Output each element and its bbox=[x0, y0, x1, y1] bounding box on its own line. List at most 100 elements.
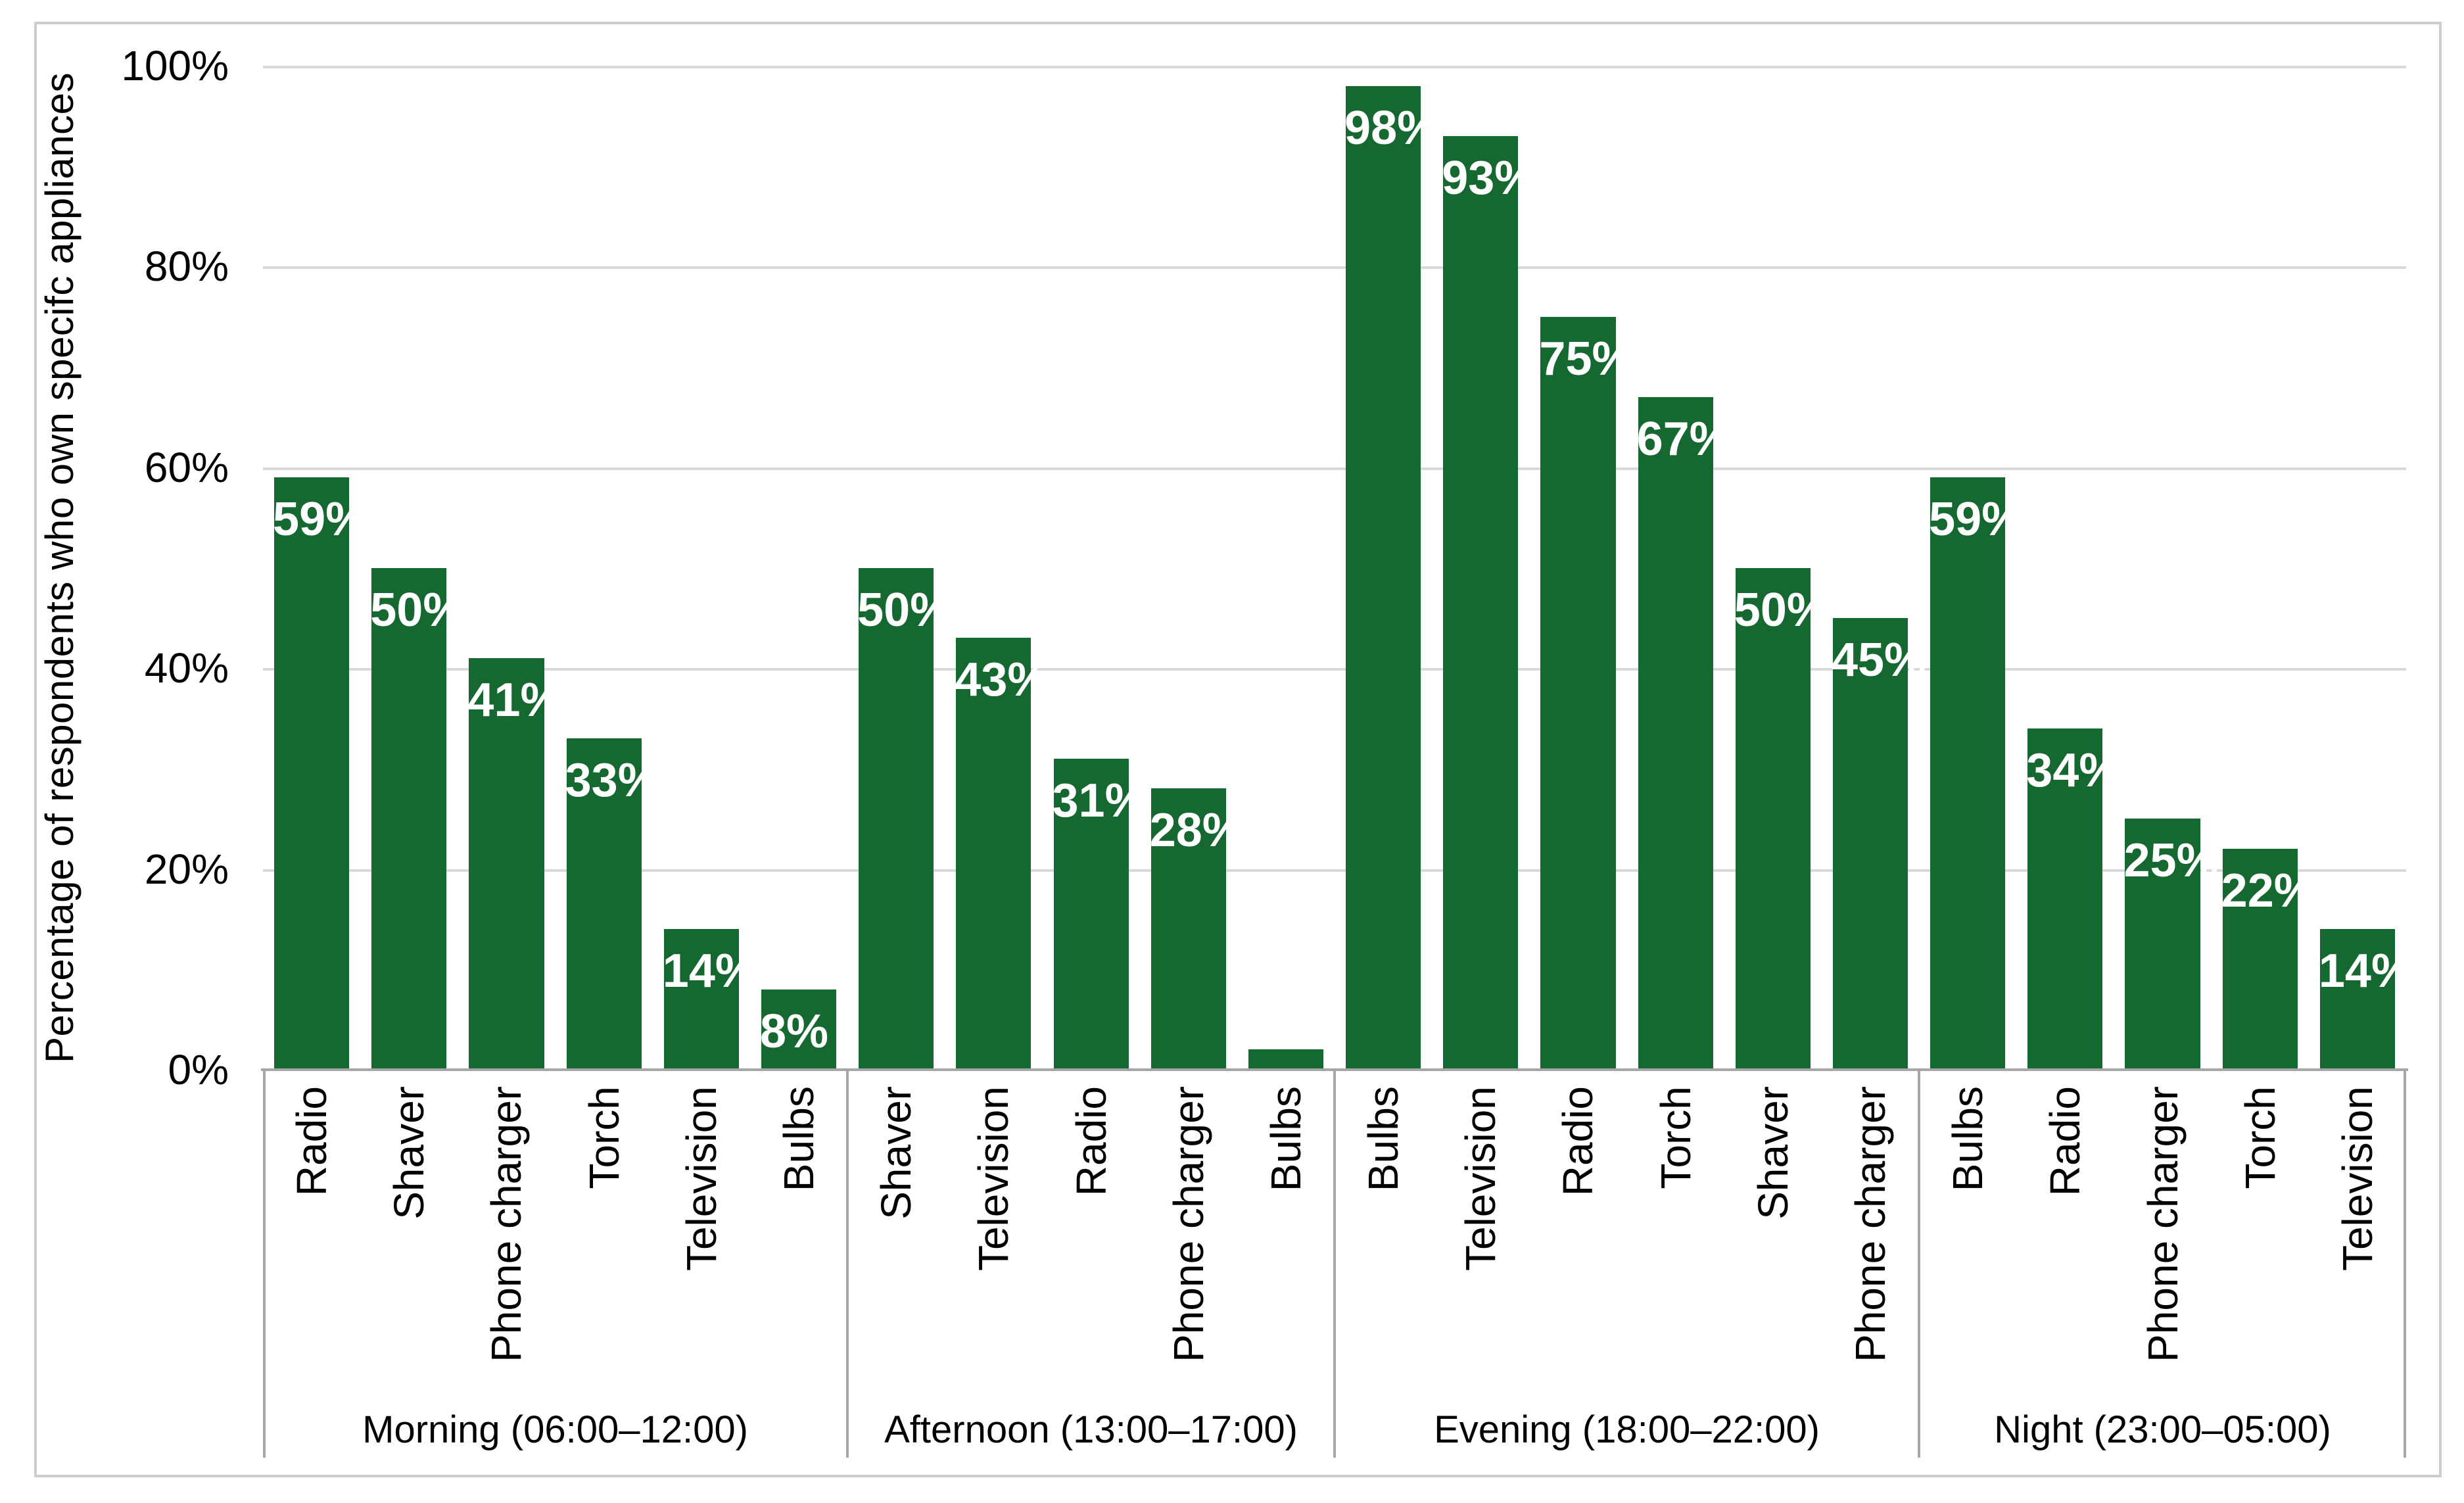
bar-shaver: 50% bbox=[1734, 567, 1829, 1070]
bar-slot: 43% bbox=[945, 66, 1049, 1070]
category-label-television: Television bbox=[970, 1086, 1018, 1272]
bar-slot: 14% bbox=[2309, 66, 2413, 1070]
bar-slot: 34% bbox=[2016, 66, 2121, 1070]
category-label-radio: Radio bbox=[1554, 1086, 1602, 1197]
y-tick-label: 20% bbox=[144, 845, 229, 893]
category-label-slot: Bulbs bbox=[1335, 1086, 1432, 1395]
bar-group: 50% 43% 31% 28% bbox=[847, 66, 1335, 1070]
bar-data-label: 67% bbox=[1636, 412, 1732, 465]
y-tick-label: 60% bbox=[144, 443, 229, 491]
bar-data-label: 14% bbox=[2318, 945, 2413, 998]
bar-data-label: 93% bbox=[1442, 151, 1537, 204]
category-label-television: Television bbox=[1457, 1086, 1505, 1272]
bar-group: 59% 50% 41% 33% 14% 8% bbox=[263, 66, 847, 1070]
y-tick-label: 80% bbox=[144, 243, 229, 291]
bar-radio: 59% bbox=[273, 477, 367, 1070]
category-label-slot: Phone charger bbox=[1140, 1086, 1237, 1395]
category-label-slot: Bulbs bbox=[1237, 1086, 1335, 1395]
bar-data-label: 34% bbox=[2026, 744, 2121, 797]
bar-data-label: 8% bbox=[759, 1005, 829, 1058]
category-label-slot: Television bbox=[1432, 1086, 1529, 1395]
category-label-radio: Radio bbox=[288, 1086, 336, 1197]
gridline-60 bbox=[263, 467, 2406, 470]
group-labels-row: Morning (06:00–12:00) Afternoon (13:00–17… bbox=[263, 1402, 2406, 1458]
category-label-phone-charger: Phone charger bbox=[2139, 1086, 2187, 1362]
category-label-slot: Torch bbox=[2212, 1086, 2309, 1395]
category-label-slot: Television bbox=[2309, 1086, 2406, 1395]
category-label-phone-charger: Phone charger bbox=[483, 1086, 531, 1362]
axis-divider bbox=[2404, 1070, 2406, 1458]
bar-slot: 41% bbox=[458, 66, 563, 1070]
bar-data-label: 45% bbox=[1831, 633, 1927, 686]
bar-data-label: 50% bbox=[370, 583, 465, 636]
category-label-shaver: Shaver bbox=[1749, 1086, 1797, 1220]
plot-area: 59% 50% 41% 33% 14% 8% 50% 43% 31% 28% 98% 93% 75% 67… bbox=[263, 66, 2413, 1070]
bar-slot: 93% bbox=[1432, 66, 1536, 1070]
bar-torch: 33% bbox=[565, 738, 660, 1070]
y-axis-title: Percentage of respondents who own specif… bbox=[30, 66, 89, 1070]
y-tick-label: 0% bbox=[168, 1046, 229, 1093]
category-label-bulbs: Bulbs bbox=[1360, 1086, 1408, 1192]
group-label: Night (23:00–05:00) bbox=[1994, 1408, 2331, 1451]
category-label-shaver: Shaver bbox=[385, 1086, 433, 1220]
bar-data-label: 59% bbox=[1929, 493, 2024, 546]
gridline-40 bbox=[263, 668, 2406, 671]
category-label-slot: Shaver bbox=[1724, 1086, 1822, 1395]
category-label-slot: Torch bbox=[1627, 1086, 1724, 1395]
bar-data-label: 14% bbox=[662, 945, 757, 998]
bar-slot: 59% bbox=[263, 66, 367, 1070]
gridline-80 bbox=[263, 266, 2406, 270]
bar-slot: 25% bbox=[2114, 66, 2219, 1070]
category-label-television: Television bbox=[677, 1086, 725, 1272]
y-tick-label: 100% bbox=[121, 42, 229, 89]
bar-slot: 50% bbox=[847, 66, 952, 1070]
category-label-slot: Shaver bbox=[360, 1086, 458, 1395]
category-labels-row: Radio Shaver Phone charger Torch Television B… bbox=[263, 1086, 2406, 1395]
category-label-bulbs: Bulbs bbox=[1262, 1086, 1310, 1192]
bar-slot: 33% bbox=[556, 66, 660, 1070]
bar-slot: 22% bbox=[2212, 66, 2316, 1070]
bar-bulbs bbox=[1248, 1049, 1323, 1070]
category-label-slot: Phone charger bbox=[1822, 1086, 1919, 1395]
group-label: Afternoon (13:00–17:00) bbox=[884, 1408, 1298, 1451]
category-label-torch: Torch bbox=[1651, 1086, 1699, 1189]
bar-television: 93% bbox=[1442, 135, 1536, 1070]
bar-slot: 75% bbox=[1529, 66, 1634, 1070]
bar-data-label: 31% bbox=[1052, 774, 1147, 827]
bar-slot: 59% bbox=[1919, 66, 2024, 1070]
bar-slot: 50% bbox=[1724, 66, 1829, 1070]
bar-slot: 31% bbox=[1042, 66, 1147, 1070]
category-label-shaver: Shaver bbox=[872, 1086, 920, 1220]
category-label-bulbs: Bulbs bbox=[775, 1086, 823, 1192]
category-label-slot: Radio bbox=[263, 1086, 360, 1395]
bar-bulbs: 59% bbox=[1929, 477, 2024, 1070]
bar-phone-charger: 25% bbox=[2123, 819, 2219, 1070]
bar-torch: 67% bbox=[1637, 396, 1732, 1070]
category-label-slot: Television bbox=[945, 1086, 1042, 1395]
bar-data-label: 33% bbox=[565, 754, 660, 807]
category-label-group: Bulbs Television Radio Torch Shaver Phone cha… bbox=[1335, 1086, 1919, 1395]
category-label-slot: Torch bbox=[556, 1086, 653, 1395]
bar-group: 98% 93% 75% 67% 50% 45% bbox=[1335, 66, 1926, 1070]
gridline-100 bbox=[263, 66, 2406, 68]
category-label-slot: Radio bbox=[1042, 1086, 1139, 1395]
category-label-group: Shaver Television Radio Phone charger Bulbs bbox=[847, 1086, 1335, 1395]
bar-data-label: 75% bbox=[1539, 332, 1634, 385]
category-label-slot: Radio bbox=[2016, 1086, 2114, 1395]
bar-slot: 8% bbox=[750, 66, 847, 1070]
bar-slot: 14% bbox=[653, 66, 757, 1070]
bar-television: 14% bbox=[663, 929, 757, 1070]
y-tick-label: 40% bbox=[144, 644, 229, 692]
category-label-torch: Torch bbox=[2236, 1086, 2284, 1189]
bar-data-label: 50% bbox=[857, 583, 953, 636]
bar-radio: 31% bbox=[1053, 758, 1147, 1070]
category-label-torch: Torch bbox=[580, 1086, 628, 1189]
bar-data-label: 25% bbox=[2123, 834, 2219, 888]
bar-slot bbox=[1237, 66, 1335, 1070]
category-label-slot: Bulbs bbox=[1919, 1086, 2016, 1395]
category-label-slot: Television bbox=[653, 1086, 750, 1395]
bar-radio: 34% bbox=[2026, 728, 2121, 1070]
category-label-slot: Radio bbox=[1529, 1086, 1626, 1395]
bars-layer: 59% 50% 41% 33% 14% 8% 50% 43% 31% 28% 98% 93% 75% 67… bbox=[263, 66, 2413, 1070]
bar-group: 59% 34% 25% 22% 14% bbox=[1919, 66, 2413, 1070]
